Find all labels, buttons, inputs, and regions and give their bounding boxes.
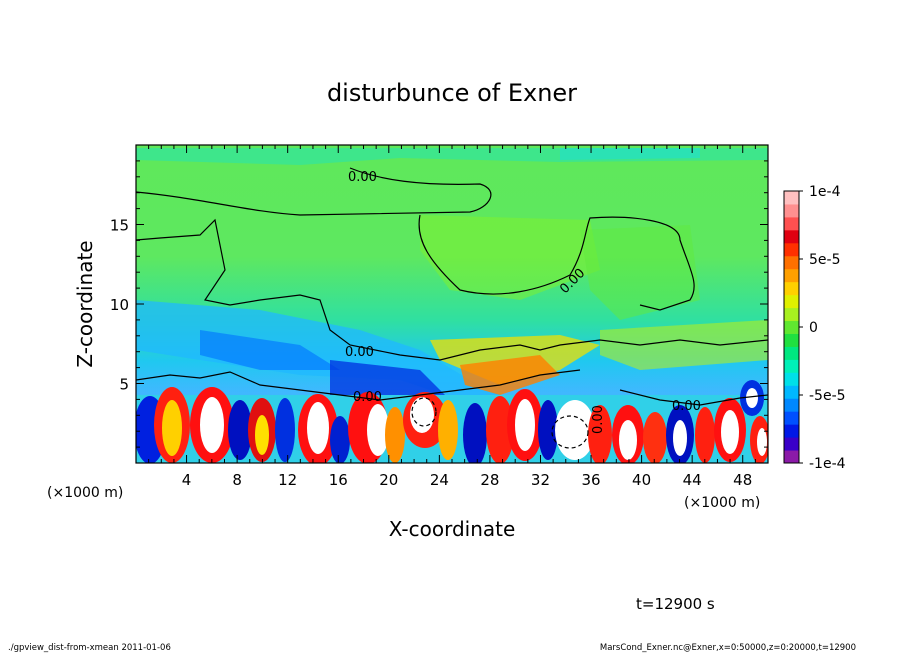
colorbar-segment — [784, 385, 799, 399]
x-tick-label: 20 — [379, 471, 398, 489]
colorbar-segment — [784, 294, 799, 309]
contour-mid — [418, 214, 695, 311]
colorbar-segment — [784, 372, 799, 386]
chart-title: disturbunce of Exner — [327, 79, 577, 107]
contour-lines — [136, 167, 768, 449]
contour-label: 0.00 — [672, 399, 701, 414]
colorbar-labels: 1e-4 5e-5 0 -5e-5 -1e-4 — [799, 184, 846, 472]
x-tick-label: 36 — [581, 471, 600, 489]
colorbar-segment — [784, 281, 799, 296]
colorbar-segment — [784, 191, 799, 205]
contour-label: 0.00 — [591, 405, 606, 434]
contour-lower — [136, 369, 581, 401]
orange-band — [460, 355, 560, 395]
y-unit-label: (×1000 m) — [47, 485, 123, 501]
x-unit-label: (×1000 m) — [684, 495, 760, 511]
contour-label: 0.00 — [345, 345, 374, 360]
yellow-band-right — [600, 320, 768, 370]
colorbar-segment — [784, 398, 799, 412]
colorbar-segment — [784, 255, 799, 270]
y-tick-label: 5 — [119, 376, 129, 394]
colorbar-tick-label: 0 — [809, 320, 818, 336]
footer-right: MarsCond_Exner.nc@Exner,x=0:50000,z=0:20… — [600, 643, 856, 653]
x-tick-label: 4 — [182, 471, 192, 489]
x-tick-label: 16 — [329, 471, 348, 489]
x-tick-label: 32 — [531, 471, 550, 489]
colorbar-segment — [784, 268, 799, 283]
colorbar-segment — [784, 203, 799, 218]
mid-patch-1 — [420, 215, 600, 300]
heatmap-field: 0.00 0.00 0.00 0.00 0.00 0.00 — [136, 145, 768, 463]
x-axis-label: X-coordinate — [389, 517, 516, 541]
colorbar-tick-label: 1e-4 — [809, 184, 841, 200]
upper-band-cyan — [560, 148, 700, 160]
colorbar — [784, 191, 799, 464]
contour-zero-main — [136, 218, 768, 361]
colorbar-segment — [784, 411, 799, 425]
colorbar-segment — [784, 242, 799, 257]
colorbar-tick-label: -1e-4 — [809, 456, 846, 472]
y-tick-label: 15 — [110, 217, 129, 235]
footer-left: ./gpview_dist-from-xmean 2011-01-06 — [8, 643, 171, 653]
contour-label: 0.00 — [353, 390, 382, 405]
y-axis-label: Z-coordinate — [73, 240, 97, 367]
contour-upper — [136, 167, 492, 216]
time-annotation: t=12900 s — [636, 595, 715, 613]
colorbar-segment — [784, 307, 799, 322]
x-tick-label: 44 — [683, 471, 702, 489]
colorbar-segment — [784, 333, 799, 347]
y-axis-ticks: 5 10 15 — [110, 160, 768, 448]
x-tick-label: 28 — [480, 471, 499, 489]
contour-label: 0.00 — [348, 170, 377, 185]
x-axis-ticks: 4 8 12 16 20 24 28 32 36 40 44 48 — [148, 145, 756, 489]
colorbar-segment — [784, 450, 799, 464]
x-tick-label: 40 — [632, 471, 651, 489]
colorbar-segment — [784, 359, 799, 373]
colorbar-segment — [784, 320, 799, 334]
blue-layer-deep — [200, 330, 340, 370]
contour-lower-right — [619, 389, 768, 406]
colorbar-segment — [784, 346, 799, 360]
x-tick-label: 48 — [733, 471, 752, 489]
colorbar-segment — [784, 424, 799, 438]
colorbar-segment — [784, 216, 799, 231]
contour-dashed-2 — [551, 415, 589, 449]
colorbar-segment — [784, 229, 799, 244]
colorbar-segment — [784, 437, 799, 451]
x-tick-label: 24 — [430, 471, 449, 489]
x-tick-label: 8 — [232, 471, 242, 489]
mid-patch-2 — [580, 225, 700, 320]
x-tick-label: 12 — [278, 471, 297, 489]
colorbar-tick-label: -5e-5 — [809, 388, 846, 404]
colorbar-tick-label: 5e-5 — [809, 252, 840, 268]
lower-cells — [136, 380, 768, 463]
contour-dashed-1 — [411, 397, 437, 427]
y-tick-label: 10 — [110, 296, 129, 314]
